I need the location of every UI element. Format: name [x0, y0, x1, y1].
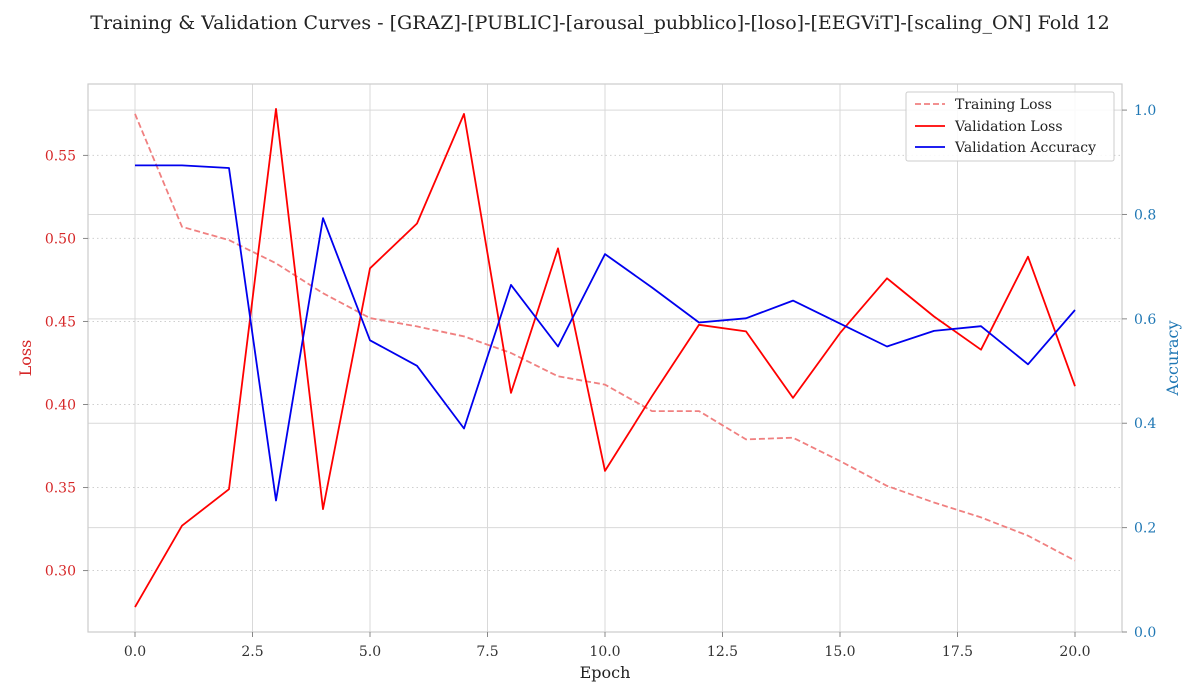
x-tick-label: 15.0 [824, 644, 855, 660]
legend-box [905, 91, 1115, 162]
y-left-tick-label: 0.45 [45, 314, 76, 330]
x-tick-label: 17.5 [942, 644, 973, 660]
x-tick-label: 20.0 [1059, 644, 1090, 660]
y-right-tick-label: 1.0 [1134, 103, 1156, 119]
y-right-tick-label: 0.0 [1134, 625, 1156, 641]
x-tick-label: 2.5 [241, 644, 263, 660]
y-left-tick-label: 0.55 [45, 148, 76, 164]
y-left-tick-label: 0.35 [45, 481, 76, 497]
series-line-validation-loss [134, 108, 1076, 608]
grid-layer [88, 84, 1122, 633]
y-axis-label-left: Loss [16, 340, 35, 377]
legend-label-validation-loss: Validation Loss [954, 119, 1063, 135]
y-left-tick-label: 0.30 [45, 564, 76, 580]
legend-label-validation-accuracy: Validation Accuracy [954, 140, 1096, 156]
series-line-training-loss [134, 113, 1076, 562]
y-right-tick-label: 0.8 [1134, 207, 1156, 223]
x-tick-label: 5.0 [359, 644, 381, 660]
y-right-tick-label: 0.4 [1134, 416, 1156, 432]
chart-title: Training & Validation Curves - [GRAZ]-[P… [90, 12, 1109, 34]
y-left-tick-label: 0.50 [45, 231, 76, 247]
y-right-tick-label: 0.2 [1134, 521, 1156, 537]
y-right-tick-label: 0.6 [1134, 312, 1156, 328]
x-tick-label: 7.5 [476, 644, 498, 660]
series-line-validation-accuracy [135, 164, 1076, 502]
y-axis-label-right: Accuracy [1163, 321, 1182, 397]
series-layer [134, 108, 1076, 608]
x-tick-label: 10.0 [589, 644, 620, 660]
y-left-tick-label: 0.40 [45, 397, 76, 413]
legend: Training Loss Validation Loss Validation… [905, 91, 1115, 162]
x-axis-label: Epoch [580, 663, 631, 682]
x-tick-label: 12.5 [707, 644, 738, 660]
x-tick-label: 0.0 [124, 644, 146, 660]
legend-label-training-loss: Training Loss [955, 97, 1052, 113]
ticks-layer: 0.0 2.5 5.0 7.5 10.0 12.5 15.0 17.5 20.0 0.30 0.35… [45, 103, 1157, 660]
